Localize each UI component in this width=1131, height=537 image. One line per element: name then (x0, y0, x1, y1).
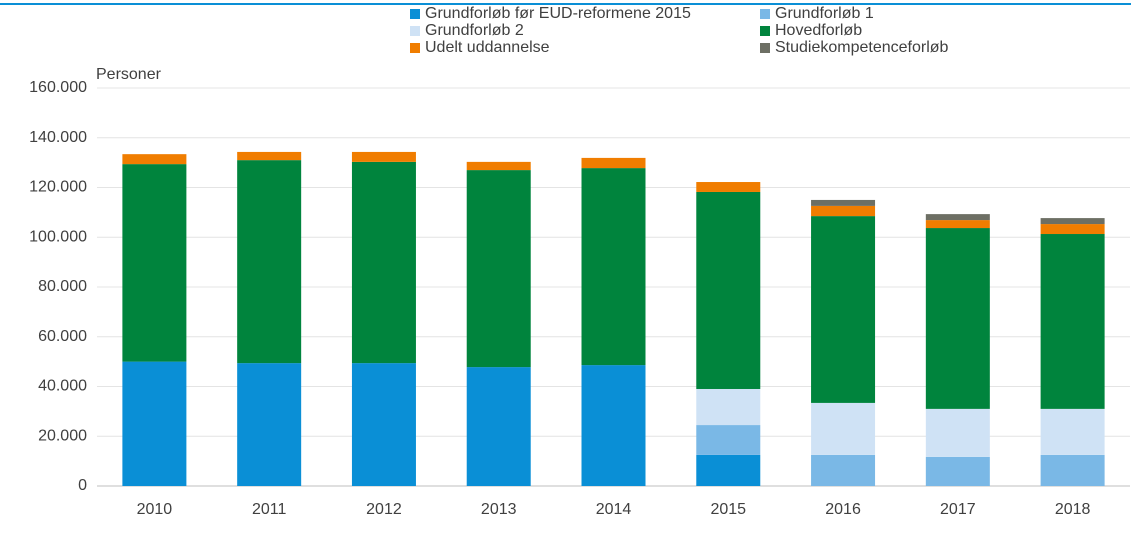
bar-segment (696, 425, 761, 455)
legend-label: Grundforløb 2 (425, 22, 524, 39)
bar-segment (811, 454, 876, 486)
y-tick-label: 120.000 (29, 179, 87, 196)
bar-segment (237, 363, 302, 486)
legend-label: Grundforløb før EUD-reformene 2015 (425, 5, 691, 22)
legend-label: Udelt uddannelse (425, 39, 550, 56)
bar-segment (122, 361, 187, 486)
bar-segment (581, 168, 646, 366)
bar-segment (1040, 224, 1105, 235)
legend-swatch (760, 9, 770, 19)
bar-segment (1040, 234, 1105, 409)
y-axis-label: Personer (96, 66, 162, 83)
bar-segment (811, 205, 876, 217)
legend-label: Grundforløb 1 (775, 5, 874, 22)
bar-segment (351, 151, 416, 162)
bar-segment (466, 161, 531, 171)
bar-segment (466, 367, 531, 486)
legend-swatch (410, 43, 420, 53)
y-tick-label: 20.000 (38, 427, 87, 444)
y-tick-label: 140.000 (29, 129, 87, 146)
bar-segment (1040, 454, 1105, 486)
legend-label: Hovedforløb (775, 22, 862, 39)
bar-segment (696, 182, 761, 192)
legend-swatch (410, 9, 420, 19)
bar-segment (237, 160, 302, 364)
legend-swatch (760, 26, 770, 36)
y-tick-label: 160.000 (29, 79, 87, 96)
legend-label: Studiekompetenceforløb (775, 39, 949, 56)
x-tick-label: 2010 (137, 501, 173, 518)
y-tick-label: 60.000 (38, 328, 87, 345)
x-tick-label: 2018 (1055, 501, 1091, 518)
y-tick-label: 40.000 (38, 378, 87, 395)
bar-segment (351, 161, 416, 364)
bar-segment (122, 154, 187, 165)
bar-segment (696, 454, 761, 486)
x-tick-label: 2014 (596, 501, 632, 518)
bar-segment (925, 214, 990, 221)
bar-segment (351, 363, 416, 486)
bar-segment (1040, 408, 1105, 455)
bar-segment (811, 402, 876, 455)
bar-segment (696, 388, 761, 426)
x-tick-label: 2013 (481, 501, 517, 518)
bar-segment (1040, 218, 1105, 225)
bar-segment (925, 456, 990, 486)
x-tick-label: 2011 (252, 501, 287, 518)
x-tick-label: 2012 (366, 501, 402, 518)
y-tick-label: 0 (78, 477, 87, 494)
bar-segment (581, 365, 646, 486)
bar-segment (581, 157, 646, 169)
legend-swatch (410, 26, 420, 36)
bar-segment (811, 216, 876, 403)
legend-swatch (760, 43, 770, 53)
bar-segment (696, 191, 761, 389)
x-tick-label: 2015 (710, 501, 746, 518)
bar-segment (122, 164, 187, 362)
bar-segment (925, 408, 990, 457)
x-tick-label: 2017 (940, 501, 976, 518)
x-tick-label: 2016 (825, 501, 861, 518)
bar-segment (466, 170, 531, 368)
bar-segment (925, 228, 990, 409)
bar-segment (925, 220, 990, 229)
y-tick-label: 80.000 (38, 278, 87, 295)
bar-segment (811, 199, 876, 206)
bar-segment (237, 151, 302, 161)
y-tick-label: 100.000 (29, 228, 87, 245)
